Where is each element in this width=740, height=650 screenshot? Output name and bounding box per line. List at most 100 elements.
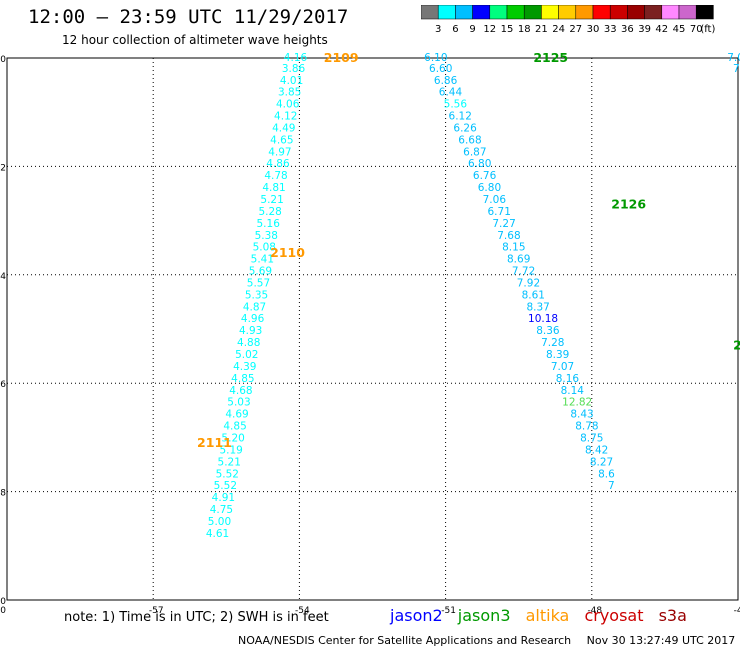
swh-value-label: 6.76: [473, 170, 497, 182]
swh-value-label: 6.68: [458, 134, 481, 146]
swh-value-label: 6.71: [488, 206, 511, 218]
track-label: 2111: [197, 435, 232, 450]
swh-value-label: 5.19: [219, 444, 242, 456]
scale-swatch: [661, 5, 680, 20]
swh-value-label: 4.93: [239, 325, 262, 337]
plot-frame: [6, 57, 739, 601]
swh-value-label: 4.65: [270, 134, 293, 146]
scale-swatch: [455, 5, 473, 20]
scale-label: 18: [518, 24, 531, 35]
scale-label: 33: [604, 24, 617, 35]
swh-value-label: 7.0: [727, 52, 740, 64]
scale-swatch: [541, 5, 559, 20]
legend-jason3: jason3: [457, 606, 511, 625]
swh-value-label: 5.35: [245, 289, 268, 301]
scale-swatch: [678, 5, 697, 20]
x-tick-label: -51: [441, 606, 456, 616]
swh-value-label: 8.36: [536, 325, 560, 337]
y-tick-label: -48: [0, 489, 6, 499]
swh-value-label: 4.39: [233, 361, 256, 373]
swh-value-label: 5.56: [444, 99, 468, 111]
swh-value-label: 4.12: [274, 111, 297, 123]
swh-value-label: 4.69: [225, 409, 248, 421]
scale-label: 9: [469, 24, 475, 35]
swh-value-label: 5.52: [216, 468, 239, 480]
swh-value-label: 7.07: [551, 361, 574, 373]
scale-label: 45: [673, 24, 686, 35]
swh-value-label: 5.02: [235, 349, 258, 361]
y-tick-label: -50: [0, 597, 6, 607]
swh-value-label: 8.16: [556, 373, 580, 385]
scale-label: 21: [535, 24, 548, 35]
scale-label: 6: [452, 24, 458, 35]
legend-jason2: jason2: [390, 606, 443, 625]
swh-value-label: 8.14: [561, 385, 585, 397]
swh-value-label: 5.57: [247, 277, 270, 289]
scale-label: 70: [690, 24, 703, 35]
scale-label: 3: [435, 24, 441, 35]
swh-value-label: 6.26: [453, 122, 477, 134]
swh-value-label: 4.91: [212, 492, 235, 504]
scale-swatch: [437, 5, 456, 20]
swh-value-label: 4.86: [266, 158, 290, 170]
swh-value-label: 3.85: [278, 87, 301, 99]
swh-value-label: 8.42: [585, 444, 608, 456]
swh-value-label: 10.18: [528, 313, 558, 325]
swh-value-label: 5.69: [249, 266, 272, 278]
swh-value-label: 4.68: [229, 385, 252, 397]
swh-value-label: 8.75: [580, 432, 603, 444]
track-label: 2110: [270, 245, 305, 260]
swh-value-label: 6.80: [478, 182, 501, 194]
swh-value-label: 8.6: [598, 468, 615, 480]
scale-label: 39: [638, 24, 651, 35]
y-tick-label: -44: [0, 272, 6, 282]
color-scale-bar: 3 6 9 12 15 18 21 24 27 30 33 36 39 42 45 70(ft): [421, 5, 715, 35]
swh-value-label: 8.37: [526, 301, 549, 313]
note-text: note: 1) Time is in UTC; 2) SWH is in fe…: [64, 610, 329, 625]
swh-value-label: 7.28: [541, 337, 564, 349]
swh-value-label: 5.28: [258, 206, 281, 218]
swh-value-label: 5.38: [255, 230, 278, 242]
swh-value-label: 5.21: [260, 194, 283, 206]
track-label: 2126: [611, 196, 646, 211]
page-title: 12:00 – 23:59 UTC 11/29/2017: [28, 6, 349, 28]
scale-label: 42: [655, 24, 668, 35]
legend-altika: altika: [525, 606, 570, 625]
swh-value-label: 12.82: [562, 397, 592, 409]
swh-value-label: 5.16: [257, 218, 281, 230]
swh-value-label: 4.97: [268, 146, 291, 158]
scale-swatch: [609, 5, 628, 20]
swh-value-label: 7.68: [497, 230, 520, 242]
scale-label: 36: [621, 24, 634, 35]
swh-value-label: 7.72: [512, 266, 535, 278]
x-tick-label: -57: [149, 606, 164, 616]
swh-value-label: 7.92: [517, 277, 540, 289]
swh-value-label: 6.87: [463, 146, 486, 158]
track-label: 2125: [533, 50, 568, 65]
swh-value-label: 8.27: [590, 456, 613, 468]
legend-cryosat: cryosat: [584, 606, 644, 625]
scale-swatch: [575, 5, 594, 20]
track-label: 2109: [324, 50, 359, 65]
swh-value-label: 4.88: [237, 337, 260, 349]
scale-swatch: [472, 5, 491, 20]
scale-unit: (ft): [700, 24, 715, 35]
swh-value-label: 8.43: [570, 409, 593, 421]
scale-swatch: [523, 5, 542, 20]
scale-swatch: [627, 5, 645, 20]
x-tick-label: -54: [295, 606, 310, 616]
swh-value-label: 5.52: [214, 480, 237, 492]
swh-value-label: 4.85: [231, 373, 254, 385]
corner-tick-label: -60: [0, 606, 6, 616]
swh-value-label: 4.81: [262, 182, 285, 194]
scale-swatch: [421, 5, 439, 20]
swh-value-label: 4.01: [280, 75, 303, 87]
scale-swatch: [558, 5, 577, 20]
swh-value-label: 5.08: [253, 242, 276, 254]
swh-value-label: 6.12: [449, 111, 472, 123]
swh-value-label: 4.75: [210, 504, 233, 516]
track-label: 2127: [733, 337, 740, 352]
swh-value-label: 5.21: [218, 456, 241, 468]
swh-value-label: 3.86: [282, 63, 306, 75]
